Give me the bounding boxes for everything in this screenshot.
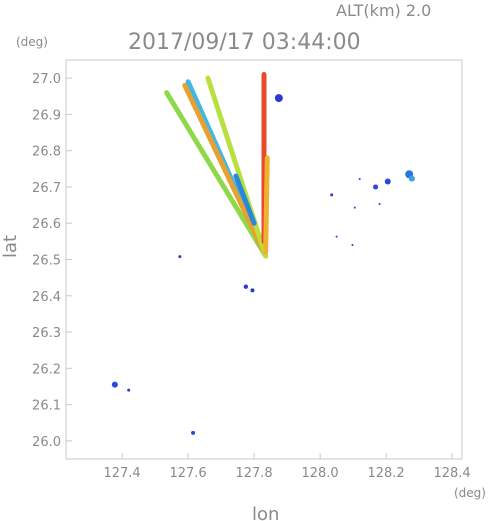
altitude-label: ALT(km) 2.0 [336,1,431,20]
x-axis-ticks: 127.4 127.6 127.8 128.0 128.2 128.4 [103,453,471,481]
y-tick-label: 26.9 [32,108,61,123]
x-axis-label: lon [252,504,279,521]
echo-points [111,94,415,435]
echo-point-16 [408,175,415,182]
y-axis-ticks: 26.0 26.1 26.2 26.3 26.4 26.5 26.6 26.7 26.8 26.9… [32,72,72,450]
y-unit-label: (deg) [16,35,48,49]
echo-point-13 [384,178,391,185]
chart-title: 2017/09/17 03:44:00 [128,30,361,55]
y-tick-label: 26.3 [32,326,61,341]
echo-point-12 [373,184,379,190]
echo-point-0 [274,94,283,103]
x-tick-label: 128.4 [433,466,470,481]
y-tick-label: 27.0 [32,72,61,87]
radar-beams [164,72,270,259]
echo-point-7 [330,193,334,197]
echo-point-8 [358,177,361,180]
radar-beam-0 [164,90,269,259]
echo-point-14 [378,203,381,206]
echo-point-4 [243,284,249,289]
radar-beam-2 [182,82,269,259]
x-tick-label: 127.4 [103,466,140,481]
y-tick-label: 26.6 [32,217,61,232]
echo-point-10 [335,235,338,238]
echo-point-6 [191,430,196,435]
y-tick-label: 26.7 [32,181,61,196]
echo-point-3 [178,255,182,259]
x-unit-label: (deg) [454,486,486,500]
echo-point-2 [127,388,131,392]
y-tick-label: 26.8 [32,145,61,160]
x-tick-label: 128.0 [301,466,338,481]
x-tick-label: 127.6 [169,466,206,481]
echo-point-5 [250,288,255,293]
radar-beam-3 [205,75,269,259]
x-tick-label: 127.8 [235,466,272,481]
y-tick-label: 26.1 [32,399,61,414]
y-tick-label: 26.2 [32,362,61,377]
radar-beam-6 [233,173,257,226]
y-axis-label: lat [0,235,21,258]
echo-point-9 [353,206,356,209]
y-tick-label: 26.4 [32,290,61,305]
y-tick-label: 26.0 [32,435,61,450]
echo-point-11 [351,243,354,246]
y-tick-label: 26.5 [32,254,61,269]
x-tick-label: 128.2 [367,466,404,481]
echo-point-1 [111,381,118,388]
radar-beam-5 [263,155,270,255]
